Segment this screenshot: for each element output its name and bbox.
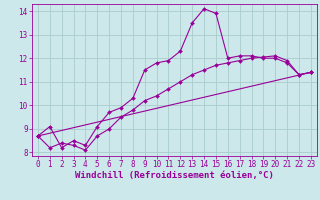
X-axis label: Windchill (Refroidissement éolien,°C): Windchill (Refroidissement éolien,°C) xyxy=(75,171,274,180)
